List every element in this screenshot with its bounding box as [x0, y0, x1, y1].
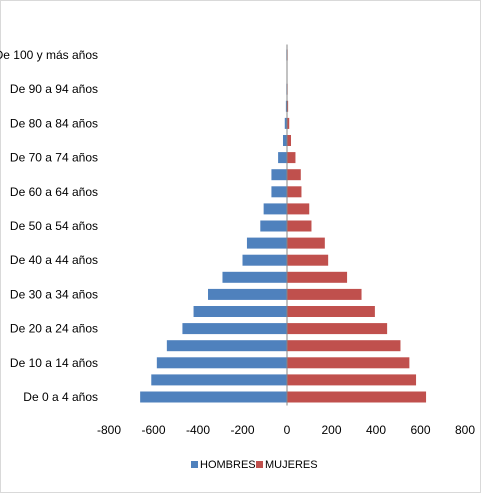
- x-tick-label: 200: [321, 423, 341, 437]
- bar-hombres-7: [222, 271, 287, 283]
- bar-mujeres-12: [287, 186, 302, 198]
- bar-hombres-4: [182, 323, 287, 335]
- x-tick-label: 800: [455, 423, 475, 437]
- bar-hombres-9: [246, 237, 287, 249]
- legend: HOMBRES MUJERES: [191, 459, 318, 471]
- bar-mujeres-8: [287, 254, 329, 266]
- mujeres-bars: [287, 49, 427, 403]
- bar-mujeres-4: [287, 323, 388, 335]
- bar-hombres-6: [208, 288, 287, 300]
- bar-mujeres-5: [287, 306, 375, 317]
- category-label: De 20 a 24 años: [10, 322, 98, 336]
- bar-hombres-10: [260, 220, 287, 232]
- bar-hombres-11: [263, 203, 287, 215]
- category-label: De 10 a 14 años: [10, 356, 98, 370]
- legend-label-mujeres: MUJERES: [265, 459, 318, 471]
- bar-mujeres-10: [287, 220, 312, 232]
- x-tick-label: -800: [97, 423, 121, 437]
- category-label: De 60 a 64 años: [10, 185, 98, 199]
- bar-mujeres-2: [287, 357, 410, 369]
- x-tick-label: -400: [186, 423, 210, 437]
- x-tick-label: -600: [141, 423, 165, 437]
- bar-mujeres-15: [287, 135, 292, 146]
- category-label: De 100 y más años: [0, 48, 98, 62]
- category-label: De 50 a 54 años: [10, 219, 98, 233]
- x-tick-labels: -800 -600 -400 -200 0 200 400 600 800: [97, 423, 475, 437]
- bar-mujeres-11: [287, 203, 310, 215]
- bar-mujeres-9: [287, 237, 325, 249]
- bar-mujeres-1: [287, 374, 417, 386]
- bar-hombres-8: [242, 254, 287, 266]
- category-label: De 0 a 4 años: [23, 390, 98, 404]
- bar-mujeres-0: [287, 391, 427, 403]
- x-tick-label: 600: [410, 423, 430, 437]
- bar-hombres-5: [193, 306, 287, 317]
- bar-hombres-17: [285, 100, 287, 112]
- bar-mujeres-3: [287, 340, 401, 352]
- category-labels: De 0 a 4 años De 10 a 14 años De 20 a 24 a…: [0, 48, 98, 404]
- bar-hombres-0: [140, 391, 287, 403]
- legend-swatch-hombres: [191, 461, 198, 468]
- category-label: De 30 a 34 años: [10, 287, 98, 301]
- x-tick-label: 400: [366, 423, 386, 437]
- legend-label-hombres: HOMBRES: [200, 459, 256, 471]
- bar-hombres-2: [156, 357, 287, 369]
- bar-hombres-12: [271, 186, 287, 198]
- category-label: De 80 a 84 años: [10, 116, 98, 130]
- bar-mujeres-13: [287, 169, 301, 181]
- x-tick-label: -200: [230, 423, 254, 437]
- bar-mujeres-14: [287, 152, 296, 164]
- bar-hombres-16: [284, 117, 287, 129]
- bar-mujeres-17: [287, 100, 289, 112]
- bar-hombres-14: [278, 152, 287, 164]
- bar-hombres-15: [282, 135, 287, 146]
- category-label: De 90 a 94 años: [10, 82, 98, 96]
- x-tick-label: 0: [284, 423, 291, 437]
- category-label: De 40 a 44 años: [10, 253, 98, 267]
- bar-hombres-1: [151, 374, 287, 386]
- bar-mujeres-16: [287, 117, 290, 129]
- bar-mujeres-6: [287, 288, 362, 300]
- legend-swatch-mujeres: [256, 461, 263, 468]
- bar-hombres-13: [271, 169, 287, 181]
- bar-mujeres-7: [287, 271, 348, 283]
- category-label: De 70 a 74 años: [10, 151, 98, 165]
- bar-hombres-3: [166, 340, 287, 352]
- hombres-bars: [140, 49, 288, 403]
